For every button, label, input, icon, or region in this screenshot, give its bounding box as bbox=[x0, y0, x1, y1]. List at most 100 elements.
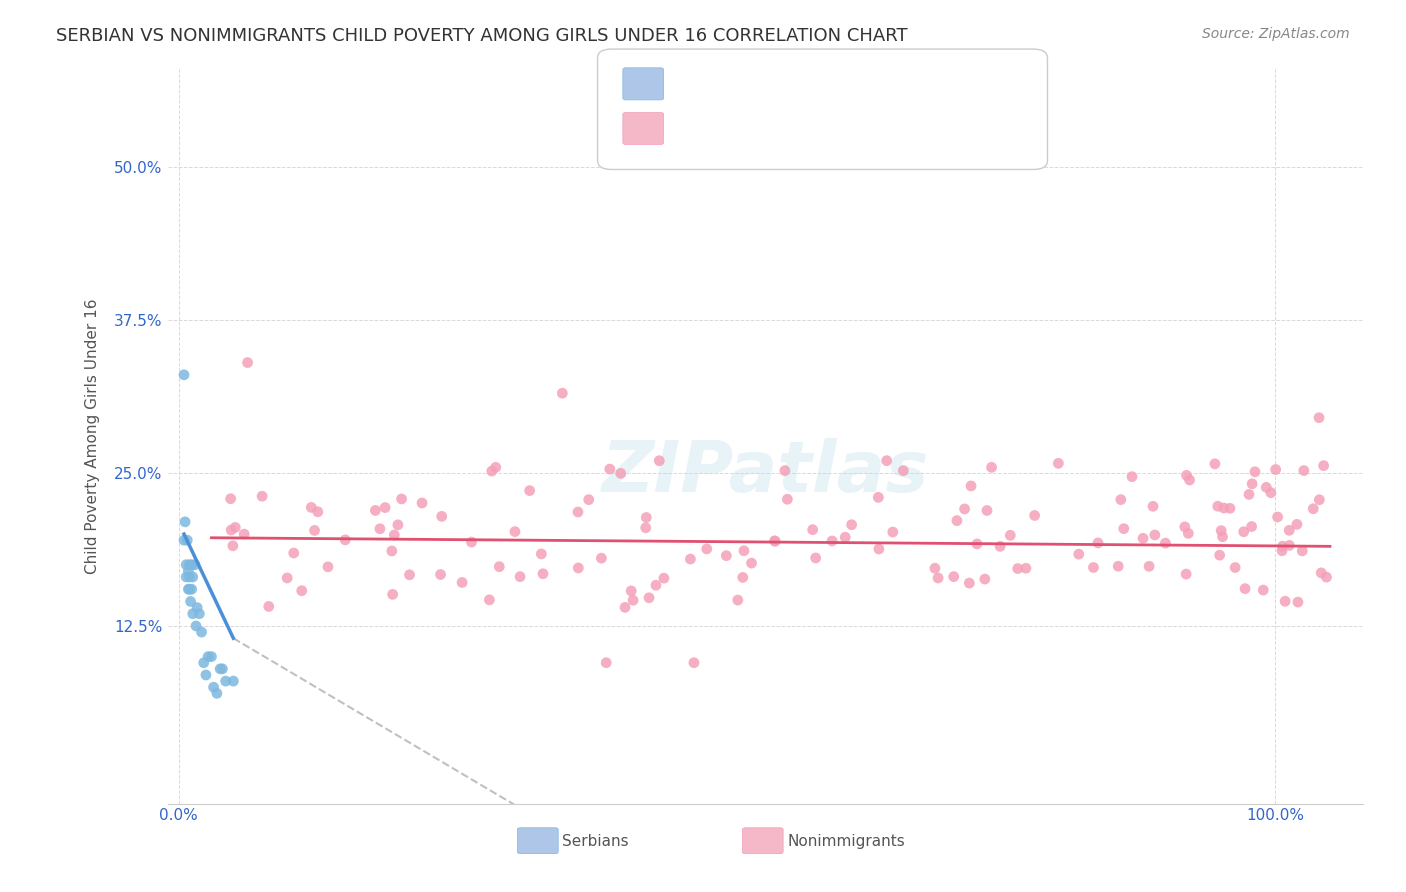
Point bbox=[960, 479, 983, 493]
Point bbox=[648, 453, 671, 467]
Point bbox=[927, 571, 949, 585]
Point bbox=[173, 368, 195, 382]
Point bbox=[821, 533, 844, 548]
Point bbox=[801, 523, 824, 537]
Point bbox=[219, 491, 242, 506]
Point bbox=[1212, 500, 1234, 515]
Point bbox=[211, 662, 233, 676]
Point bbox=[188, 607, 211, 621]
Point bbox=[1310, 566, 1333, 580]
Point bbox=[1315, 570, 1337, 584]
Point bbox=[652, 571, 675, 585]
Point bbox=[209, 662, 232, 676]
Point bbox=[299, 500, 322, 515]
Point bbox=[530, 547, 553, 561]
Point bbox=[1260, 485, 1282, 500]
Point bbox=[224, 520, 246, 534]
Point bbox=[1237, 487, 1260, 501]
Point bbox=[957, 576, 980, 591]
Point bbox=[364, 503, 387, 517]
Point bbox=[1244, 465, 1267, 479]
Point bbox=[202, 680, 225, 694]
Point bbox=[1178, 473, 1201, 487]
Point bbox=[614, 600, 637, 615]
Point bbox=[1278, 524, 1301, 538]
Point bbox=[1204, 457, 1226, 471]
Text: R =: R = bbox=[672, 73, 709, 91]
Point bbox=[335, 533, 357, 547]
Point bbox=[595, 656, 617, 670]
Point bbox=[186, 600, 208, 615]
Point bbox=[215, 674, 238, 689]
Point bbox=[398, 567, 420, 582]
Point bbox=[200, 649, 222, 664]
Point bbox=[1000, 528, 1022, 542]
Point bbox=[636, 510, 658, 524]
Point bbox=[180, 594, 202, 608]
Point bbox=[1219, 501, 1241, 516]
Point bbox=[1143, 528, 1166, 542]
Point bbox=[190, 625, 212, 640]
Point bbox=[804, 550, 827, 565]
Point bbox=[891, 464, 914, 478]
Text: Source: ZipAtlas.com: Source: ZipAtlas.com bbox=[1202, 27, 1350, 41]
Point bbox=[731, 570, 754, 584]
Y-axis label: Child Poverty Among Girls Under 16: Child Poverty Among Girls Under 16 bbox=[86, 298, 100, 574]
Point bbox=[430, 509, 453, 524]
Point bbox=[1264, 462, 1286, 476]
Text: N =: N = bbox=[780, 73, 811, 91]
Point bbox=[460, 535, 482, 549]
Point bbox=[1107, 559, 1129, 574]
Point bbox=[291, 583, 314, 598]
Point bbox=[177, 564, 200, 578]
Point bbox=[1174, 520, 1197, 534]
Point bbox=[283, 546, 305, 560]
Point bbox=[179, 582, 201, 597]
Point bbox=[1240, 519, 1263, 533]
Point bbox=[411, 496, 433, 510]
Point bbox=[953, 502, 976, 516]
Point bbox=[184, 619, 207, 633]
Point bbox=[1233, 524, 1256, 539]
Point bbox=[599, 462, 621, 476]
Point bbox=[1234, 582, 1257, 596]
Point bbox=[1137, 559, 1160, 574]
Point bbox=[316, 559, 339, 574]
Point bbox=[1223, 560, 1246, 574]
Point bbox=[176, 533, 198, 548]
Point bbox=[180, 558, 202, 572]
Point bbox=[776, 492, 799, 507]
Point bbox=[519, 483, 541, 498]
Point bbox=[973, 572, 995, 586]
Point bbox=[173, 533, 195, 548]
Point bbox=[696, 541, 718, 556]
Point bbox=[276, 571, 298, 585]
Text: 146: 146 bbox=[820, 118, 853, 136]
Point bbox=[1047, 456, 1070, 470]
Point bbox=[1278, 538, 1301, 552]
Point bbox=[197, 649, 219, 664]
Text: Serbians: Serbians bbox=[562, 834, 628, 848]
Point bbox=[976, 503, 998, 517]
Point bbox=[1271, 539, 1294, 553]
Point bbox=[988, 540, 1011, 554]
Point bbox=[1175, 567, 1198, 582]
Point bbox=[219, 523, 242, 537]
Point bbox=[882, 524, 904, 539]
Point bbox=[942, 569, 965, 583]
Point bbox=[451, 575, 474, 590]
Point bbox=[868, 491, 890, 505]
Point bbox=[1087, 536, 1109, 550]
Point bbox=[1024, 508, 1046, 523]
Point bbox=[1308, 492, 1330, 507]
Point bbox=[1312, 458, 1334, 473]
Point bbox=[1015, 561, 1038, 575]
Point bbox=[1177, 526, 1199, 541]
Point bbox=[620, 583, 643, 598]
Point bbox=[1267, 510, 1289, 524]
Point bbox=[503, 524, 526, 539]
Point bbox=[1302, 501, 1324, 516]
Point bbox=[634, 521, 657, 535]
Point bbox=[387, 517, 409, 532]
Point bbox=[257, 599, 280, 614]
